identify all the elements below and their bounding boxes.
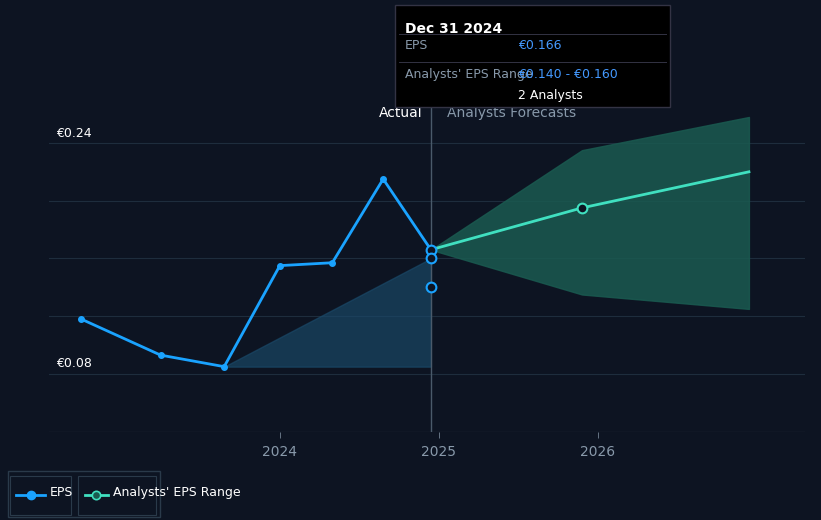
Text: Analysts Forecasts: Analysts Forecasts [447, 107, 576, 121]
Text: EPS: EPS [49, 487, 72, 499]
Text: Analysts' EPS Range: Analysts' EPS Range [113, 487, 241, 499]
Text: €0.08: €0.08 [56, 357, 91, 370]
Text: €0.166: €0.166 [518, 39, 562, 52]
Text: Actual: Actual [379, 107, 423, 121]
Text: 2 Analysts: 2 Analysts [518, 89, 583, 102]
Text: Analysts' EPS Range: Analysts' EPS Range [405, 68, 532, 81]
Text: EPS: EPS [405, 39, 428, 52]
Text: Dec 31 2024: Dec 31 2024 [405, 22, 502, 36]
Text: €0.140 - €0.160: €0.140 - €0.160 [518, 68, 617, 81]
Text: €0.24: €0.24 [56, 127, 91, 140]
